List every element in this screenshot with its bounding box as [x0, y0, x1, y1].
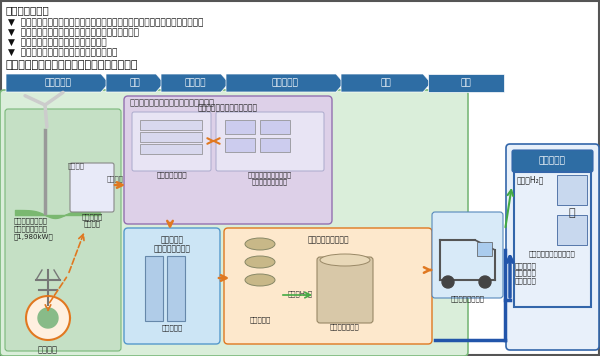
- Ellipse shape: [245, 256, 275, 268]
- Text: 京浜臨海部: 京浜臨海部: [539, 157, 565, 166]
- Text: 燃料電池フォークリフト: 燃料電池フォークリフト: [529, 250, 575, 257]
- Text: 水電解装置: 水電解装置: [160, 235, 184, 244]
- Text: 横浜市風力発電所: 横浜市風力発電所: [14, 217, 48, 224]
- Ellipse shape: [245, 274, 275, 286]
- Bar: [140, 144, 202, 154]
- Text: ▼  水素サプライチェーンの事業可能性調査: ▼ 水素サプライチェーンの事業可能性調査: [8, 48, 118, 57]
- FancyBboxPatch shape: [512, 150, 593, 172]
- Text: ・青果市場
・冷蔵倉庫
・物流倉庫: ・青果市場 ・冷蔵倉庫 ・物流倉庫: [515, 262, 537, 284]
- Text: 水素（H₂）: 水素（H₂）: [517, 175, 544, 184]
- FancyBboxPatch shape: [506, 144, 599, 350]
- Text: 蓄電: 蓄電: [130, 79, 140, 88]
- Bar: [225, 138, 255, 152]
- Bar: [140, 120, 202, 130]
- Text: 「ハマウィング」: 「ハマウィング」: [14, 225, 48, 232]
- Text: ▼  風力発電（ハマウィング）により水を電気分解して水素を製造するシステム: ▼ 風力発電（ハマウィング）により水を電気分解して水素を製造するシステム: [8, 18, 203, 27]
- Bar: [557, 175, 587, 205]
- Text: （既設）: （既設）: [83, 220, 101, 227]
- Bar: [167, 256, 185, 321]
- Text: 水素製造安定化システム
（蓄電池システム）: 水素製造安定化システム （蓄電池システム）: [248, 171, 292, 185]
- Ellipse shape: [320, 254, 370, 266]
- Text: 水素（H₂）: 水素（H₂）: [287, 290, 313, 297]
- Bar: [140, 132, 202, 142]
- Bar: [557, 215, 587, 245]
- Polygon shape: [26, 296, 70, 340]
- Text: 貯蔵・圧縮: 貯蔵・圧縮: [272, 79, 298, 88]
- FancyBboxPatch shape: [216, 112, 324, 171]
- Text: 受変電設備: 受変電設備: [82, 213, 103, 220]
- FancyBboxPatch shape: [5, 109, 121, 351]
- Text: 再エネ電力: 再エネ電力: [44, 79, 71, 88]
- Bar: [260, 138, 290, 152]
- Text: 利用: 利用: [461, 79, 472, 88]
- Text: 簡易型水素充填車: 簡易型水素充填車: [451, 295, 485, 302]
- Circle shape: [442, 276, 454, 288]
- Text: 受変電・分電盤、蓄電池設備: 受変電・分電盤、蓄電池設備: [198, 103, 258, 112]
- FancyBboxPatch shape: [0, 90, 468, 356]
- Text: 輸送: 輸送: [380, 79, 391, 88]
- Text: 水素貯蔵・圧縮装置: 水素貯蔵・圧縮装置: [307, 235, 349, 244]
- FancyBboxPatch shape: [432, 212, 503, 298]
- Text: 一部利用: 一部利用: [68, 162, 85, 169]
- FancyBboxPatch shape: [124, 228, 220, 344]
- Text: 水素貯蔵タンク: 水素貯蔵タンク: [330, 323, 360, 330]
- Ellipse shape: [245, 238, 275, 250]
- Text: ▼  燃料電池フォークリフトの導入利用: ▼ 燃料電池フォークリフトの導入利用: [8, 38, 107, 47]
- FancyBboxPatch shape: [224, 228, 432, 344]
- Text: 「ハマウィング」の敷地内へ新規設置: 「ハマウィング」の敷地内へ新規設置: [130, 98, 215, 107]
- FancyBboxPatch shape: [70, 163, 114, 212]
- Polygon shape: [226, 74, 344, 92]
- FancyBboxPatch shape: [132, 112, 211, 171]
- Text: （水素製造装置）: （水素製造装置）: [154, 244, 191, 253]
- Text: 水素圧縮機: 水素圧縮機: [250, 316, 271, 323]
- FancyBboxPatch shape: [317, 257, 373, 323]
- Text: 🏗: 🏗: [569, 208, 575, 218]
- Polygon shape: [161, 74, 229, 92]
- Polygon shape: [106, 74, 164, 92]
- Text: 一部利用: 一部利用: [107, 175, 124, 182]
- Bar: [514, 172, 591, 307]
- Text: 水電解装置: 水電解装置: [161, 324, 182, 331]
- Text: 系統電力: 系統電力: [38, 345, 58, 354]
- Bar: [225, 120, 255, 134]
- Bar: [145, 256, 163, 321]
- Polygon shape: [6, 74, 109, 92]
- Text: ▼  最適な水素供給を行うための貯蔵と輸送の仕組み: ▼ 最適な水素供給を行うための貯蔵と輸送の仕組み: [8, 28, 139, 37]
- Text: 受変電・分電盤: 受変電・分電盤: [157, 171, 187, 178]
- Circle shape: [479, 276, 491, 288]
- Text: 【実証テーマ】: 【実証テーマ】: [6, 5, 50, 15]
- Text: 水素製造: 水素製造: [184, 79, 206, 88]
- FancyBboxPatch shape: [124, 96, 332, 224]
- Bar: [477, 242, 492, 256]
- Polygon shape: [38, 308, 58, 328]
- Text: 【本プロジェクトによるサプライチェーン】: 【本プロジェクトによるサプライチェーン】: [6, 60, 139, 70]
- Polygon shape: [428, 74, 504, 92]
- Text: （1,980kW）: （1,980kW）: [14, 233, 54, 240]
- Polygon shape: [341, 74, 431, 92]
- Bar: [260, 120, 290, 134]
